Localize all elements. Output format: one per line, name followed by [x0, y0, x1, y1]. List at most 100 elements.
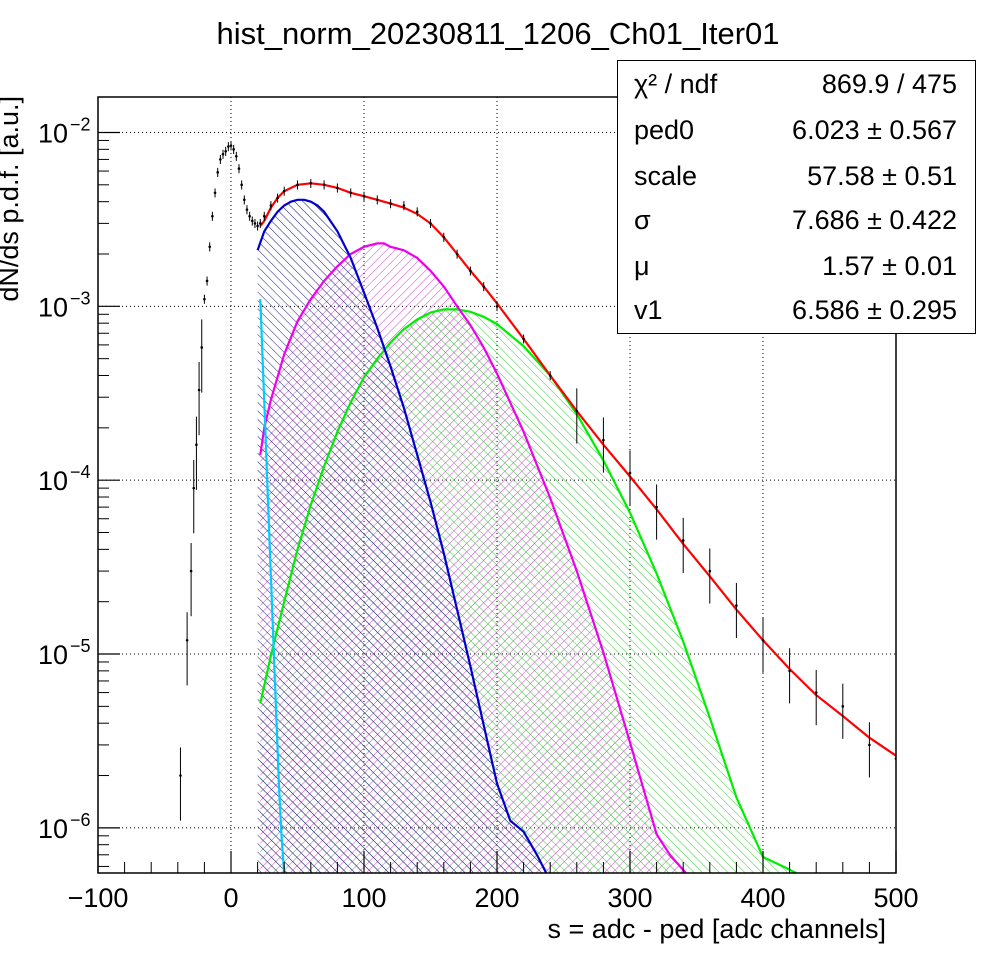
- data-point: [203, 297, 206, 301]
- data-point: [482, 285, 486, 288]
- data-point: [415, 210, 419, 214]
- data-point: [296, 183, 299, 187]
- data-point: [442, 235, 446, 239]
- data-point: [429, 222, 432, 225]
- fit-curves: [256, 182, 896, 873]
- data-point: [841, 705, 845, 708]
- y-tick-exponent: −3: [70, 288, 91, 308]
- stats-value: 6.023 ± 0.567: [792, 115, 957, 145]
- data-point: [250, 219, 254, 223]
- data-point: [362, 194, 366, 198]
- x-tick-label: 100: [341, 883, 386, 913]
- data-point: [253, 222, 257, 225]
- data-point: [185, 638, 189, 642]
- y-tick-exponent: −5: [70, 636, 91, 656]
- data-point: [495, 305, 499, 308]
- data-points: [179, 141, 896, 821]
- stats-value: 869.9 / 475: [821, 69, 957, 99]
- y-tick-label: 10 −3: [38, 288, 91, 322]
- data-point: [655, 505, 658, 509]
- data-point: [189, 569, 193, 573]
- stats-value: 57.58 ± 0.51: [807, 161, 957, 191]
- pe2-curve: [259, 242, 687, 873]
- data-point: [389, 202, 392, 205]
- stats-key: scale: [634, 161, 698, 191]
- data-point: [735, 604, 738, 607]
- stats-key: v1: [634, 295, 663, 325]
- data-point: [402, 204, 406, 207]
- data-point: [868, 743, 871, 747]
- y-tick-exponent: −4: [70, 462, 91, 482]
- data-point: [216, 171, 219, 174]
- data-point: [243, 198, 246, 202]
- data-point: [548, 374, 552, 377]
- data-point: [208, 245, 212, 249]
- stats-key: μ: [634, 251, 650, 281]
- data-point: [211, 214, 214, 218]
- stats-row-scale: scale 57.58 ± 0.51: [618, 161, 975, 206]
- data-point: [788, 669, 791, 673]
- data-point: [195, 443, 198, 446]
- data-point: [349, 191, 353, 195]
- data-point: [814, 691, 818, 694]
- data-point: [575, 409, 579, 413]
- x-tick-label: −100: [68, 883, 129, 913]
- fit-stats-box: χ² / ndf 869.9 / 475 ped0 6.023 ± 0.567 …: [617, 60, 976, 334]
- y-tick-label: 10 −5: [38, 636, 91, 670]
- chart-title: hist_norm_20230811_1206_Ch01_Iter01: [216, 16, 779, 51]
- data-point: [237, 167, 241, 170]
- stats-row-chi2: χ² / ndf 869.9 / 475: [618, 69, 975, 114]
- data-point: [262, 214, 266, 218]
- stats-value: 1.57 ± 0.01: [822, 251, 957, 281]
- x-tick-label: 200: [474, 883, 519, 913]
- pe3-curve: [259, 308, 797, 873]
- data-point: [235, 154, 238, 158]
- data-point: [602, 438, 605, 442]
- data-point: [179, 774, 182, 777]
- hatched-components: [257, 199, 797, 873]
- y-axis-label: dN/ds p.d.f. [a.u.]: [0, 96, 24, 302]
- data-point: [240, 183, 243, 187]
- stats-key: σ: [634, 205, 651, 235]
- stats-value: 7.686 ± 0.422: [792, 205, 957, 235]
- stats-value: 6.586 ± 0.295: [792, 295, 957, 325]
- data-point: [469, 269, 472, 273]
- data-point: [197, 388, 201, 392]
- data-point: [200, 346, 204, 349]
- stats-row-mu: μ 1.57 ± 0.01: [618, 251, 975, 296]
- data-point: [224, 149, 227, 153]
- axis-ticks: −100 0 100 200 300 400 500 10−2 10−3 10−4 10−5 10−6: [38, 114, 919, 913]
- data-point: [227, 145, 230, 148]
- stats-key: χ² / ndf: [634, 69, 718, 99]
- data-point: [628, 471, 632, 475]
- total-fit-curve: [259, 182, 896, 757]
- pe1-curve: [256, 198, 548, 873]
- data-point: [213, 191, 217, 195]
- data-point: [229, 144, 233, 147]
- x-axis-label: s = adc - ped [adc channels]: [548, 914, 886, 944]
- data-point: [708, 569, 712, 573]
- data-point: [248, 214, 251, 218]
- y-tick-exponent: −6: [70, 810, 91, 830]
- data-point: [681, 539, 685, 542]
- data-point: [269, 204, 273, 207]
- stats-row-ped0: ped0 6.023 ± 0.567: [618, 115, 975, 160]
- data-point: [245, 208, 249, 211]
- data-point: [761, 638, 765, 642]
- stats-row-v1: v1 6.586 ± 0.295: [618, 295, 975, 340]
- data-point: [322, 183, 326, 187]
- data-point: [258, 222, 262, 225]
- data-point: [192, 486, 196, 490]
- y-tick-label: 10 −2: [38, 114, 91, 148]
- data-point: [205, 279, 209, 283]
- data-point: [376, 198, 379, 202]
- pe1-hatch-fill: [257, 199, 547, 873]
- x-tick-label: 300: [607, 883, 652, 913]
- data-point: [221, 152, 225, 156]
- y-tick-label: 10 −4: [38, 462, 91, 496]
- data-point: [282, 189, 286, 193]
- data-point: [455, 252, 459, 256]
- stats-key: ped0: [634, 115, 695, 145]
- data-point: [336, 186, 339, 190]
